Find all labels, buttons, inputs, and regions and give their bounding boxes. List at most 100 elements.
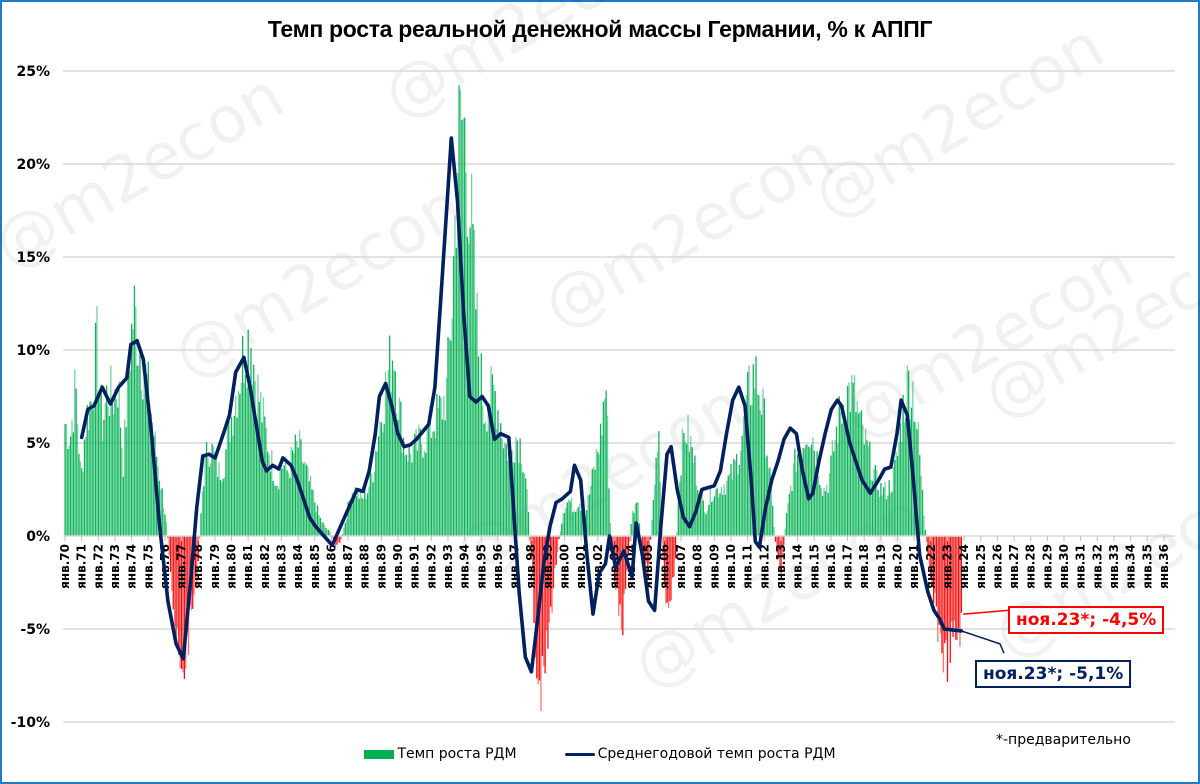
bar (636, 502, 638, 536)
bar (755, 356, 757, 536)
bar (355, 496, 358, 536)
bar (232, 435, 234, 536)
bar (171, 536, 173, 591)
line-callout: ноя.23*; -5,1% (975, 660, 1132, 688)
bar (361, 497, 363, 536)
bar (712, 500, 714, 536)
bar (377, 436, 380, 536)
bar (629, 536, 631, 542)
bar (316, 505, 319, 536)
bar (901, 441, 903, 536)
bar (368, 487, 370, 536)
bar (855, 412, 857, 536)
bar (176, 536, 179, 628)
bar (713, 496, 716, 536)
bar (153, 436, 155, 536)
bar (278, 489, 280, 536)
bar (791, 491, 793, 536)
bar (253, 364, 255, 536)
bar (86, 405, 88, 536)
bar (94, 322, 97, 536)
x-tick-label: янв.91 (408, 544, 422, 589)
bar (633, 512, 635, 536)
bar (724, 494, 727, 536)
bar (273, 485, 276, 536)
bar (599, 423, 602, 536)
bar (318, 515, 320, 536)
bar (834, 439, 836, 536)
bar (665, 536, 667, 604)
bar (409, 453, 412, 536)
bar (254, 381, 256, 536)
bar (717, 497, 720, 536)
bar (846, 386, 849, 536)
bar (175, 536, 177, 643)
x-tick-label: янв.25 (974, 544, 988, 589)
bar (851, 375, 853, 536)
bar (455, 247, 457, 536)
bar (727, 475, 729, 536)
x-tick-label: янв.02 (591, 544, 605, 589)
bar (314, 502, 316, 536)
bar (149, 409, 151, 536)
bar (285, 456, 287, 536)
bar (376, 452, 378, 536)
legend-item-bars[interactable]: Темп роста РДМ (364, 746, 517, 762)
bar (347, 501, 349, 536)
bar (380, 422, 383, 536)
bar (935, 536, 938, 607)
x-tick-label: янв.33 (1107, 544, 1121, 589)
bar (572, 512, 574, 536)
bar (470, 173, 473, 536)
bar (928, 536, 931, 567)
bar (575, 512, 577, 536)
bar (783, 536, 785, 545)
bar (690, 435, 692, 536)
x-tick-label: янв.23 (940, 544, 954, 589)
bar (193, 536, 195, 595)
legend-item-line[interactable]: Среднегодовой темп роста РДМ (564, 746, 836, 762)
bar (196, 536, 198, 587)
x-tick-label: янв.72 (91, 544, 105, 589)
bar (561, 523, 563, 536)
bar (652, 500, 654, 536)
bar (183, 536, 186, 679)
bar (117, 407, 119, 536)
bar (536, 536, 538, 679)
bar (930, 536, 932, 580)
x-tick-label: янв.88 (358, 544, 372, 589)
bar (443, 396, 445, 536)
bar (92, 409, 94, 536)
bar (523, 473, 525, 536)
bar (97, 397, 99, 536)
x-tick-label: янв.00 (558, 544, 572, 589)
bar (90, 401, 93, 536)
x-tick-label: янв.96 (491, 544, 505, 589)
bar (233, 415, 235, 536)
bar (898, 442, 900, 536)
bar (719, 493, 721, 536)
x-tick-label: янв.90 (391, 544, 405, 589)
x-tick-label: янв.81 (241, 544, 255, 589)
bar (194, 536, 197, 578)
bar (162, 508, 165, 536)
bar (527, 512, 530, 536)
bar (845, 421, 847, 536)
bar (647, 536, 649, 579)
bar (398, 397, 401, 536)
bar (731, 479, 734, 536)
bar (939, 536, 942, 634)
x-tick-label: янв.34 (1124, 544, 1138, 589)
bar (733, 459, 735, 536)
bar (186, 536, 188, 633)
bar (756, 394, 759, 536)
bar (215, 451, 217, 536)
y-tick-label: 15% (16, 250, 50, 266)
bar (315, 512, 317, 536)
bar (932, 536, 935, 604)
bar (372, 482, 374, 536)
bar (75, 388, 77, 536)
bar (167, 536, 169, 538)
bar (580, 511, 582, 536)
bar (200, 513, 202, 536)
